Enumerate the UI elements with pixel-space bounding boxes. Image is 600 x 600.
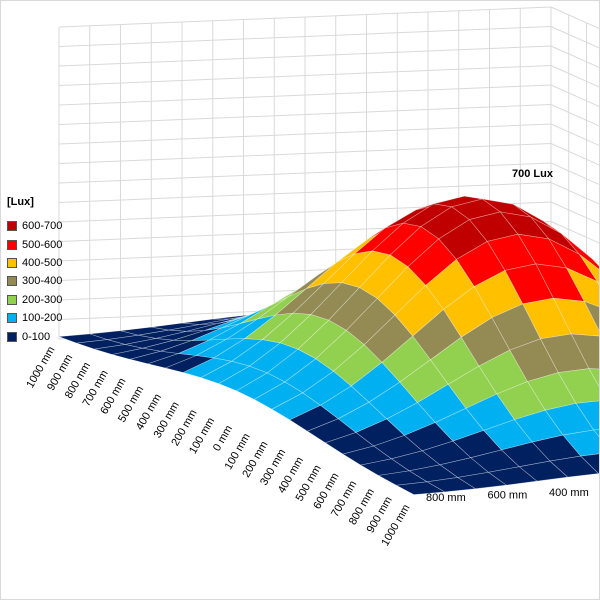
surface-cell <box>593 429 599 438</box>
surface-cell <box>583 300 599 332</box>
y-tick-label: 600 mm <box>488 490 528 502</box>
surface-cell <box>565 267 599 308</box>
y-tick-label: 800 mm <box>426 492 466 504</box>
legend-swatch <box>7 221 17 232</box>
legend-title: [Lux] <box>7 196 34 208</box>
peak-label: 700 Lux <box>512 168 554 180</box>
legend-swatch <box>7 331 17 342</box>
legend-item: 100-200 <box>7 309 62 327</box>
y-tick-label: 400 mm <box>549 487 589 499</box>
legend-label: 600-700 <box>22 220 63 233</box>
legend-label: 0-100 <box>22 330 51 343</box>
legend: [Lux] 600-700 500-600 400-500 300-400 200-30… <box>7 196 62 346</box>
legend-items: 600-700 500-600 400-500 300-400 200-300 100-2… <box>7 217 62 346</box>
legend-label: 100-200 <box>22 312 63 325</box>
legend-item: 500-600 <box>7 235 62 253</box>
surface-cell <box>575 400 599 431</box>
legend-item: 200-300 <box>7 291 62 309</box>
legend-item: 0-100 <box>7 327 62 345</box>
surface-cell <box>579 254 599 283</box>
surface-cell <box>570 333 599 370</box>
surface-cell <box>561 233 599 270</box>
legend-item: 300-400 <box>7 272 62 290</box>
legend-swatch <box>7 294 17 305</box>
surface-cell <box>597 281 599 286</box>
legend-label: 300-400 <box>22 275 63 288</box>
legend-item: 600-700 <box>7 217 62 235</box>
surface-cell <box>580 453 599 474</box>
legend-swatch <box>7 239 17 250</box>
legend-item: 400-500 <box>7 254 62 272</box>
legend-label: 500-600 <box>22 238 63 251</box>
surface-cell <box>557 368 599 404</box>
surface-cell <box>552 297 599 337</box>
legend-label: 400-500 <box>22 256 63 269</box>
surface-cell <box>562 429 599 457</box>
surface-cell <box>588 368 599 387</box>
legend-swatch <box>7 257 17 268</box>
legend-swatch <box>7 313 17 324</box>
surface-cell <box>592 258 599 267</box>
legend-label: 200-300 <box>22 293 63 306</box>
legend-swatch <box>7 276 17 287</box>
